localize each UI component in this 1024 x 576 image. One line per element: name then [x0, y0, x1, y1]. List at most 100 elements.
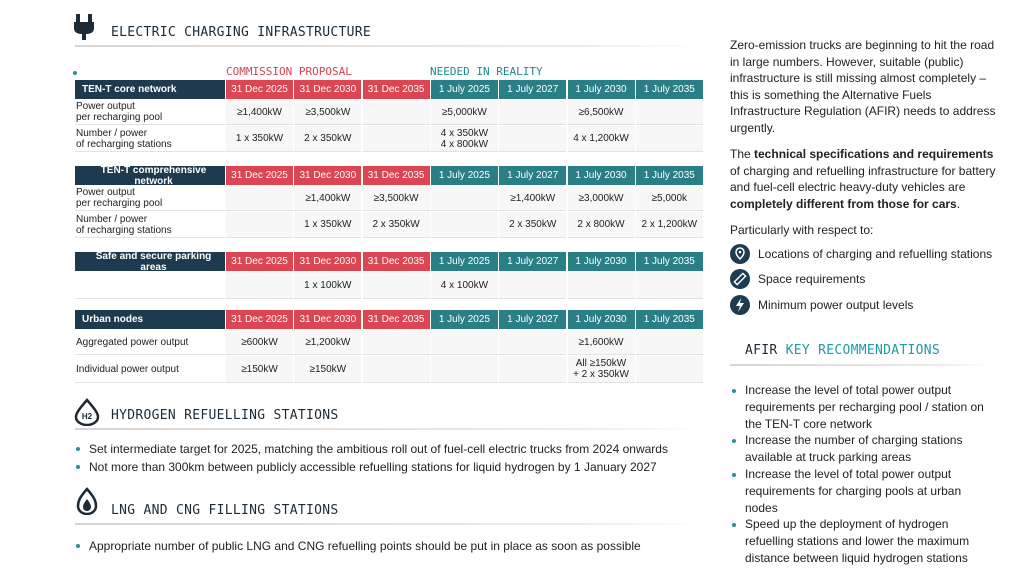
- date-header: 31 Dec 2030: [294, 166, 362, 185]
- table-cell: 2 x 350kW: [362, 212, 430, 238]
- date-header: 31 Dec 2035: [362, 80, 430, 99]
- respect-item: Locations of charging and refuelling sta…: [730, 244, 992, 264]
- date-header: 1 July 2030: [567, 252, 635, 271]
- bullet-list: Set intermediate target for 2025, matchi…: [75, 440, 715, 476]
- table-cell: ≥3,500kW: [362, 186, 430, 211]
- svg-text:H2: H2: [82, 412, 93, 421]
- table-cell: ≥5,000k: [635, 186, 703, 211]
- table-cell: 2 x 1,200kW: [635, 212, 703, 238]
- table-cell: [226, 186, 293, 211]
- intro-text: Zero-emission trucks are beginning to hi…: [730, 38, 996, 135]
- bullet: Increase the level of total power output…: [731, 382, 993, 432]
- table-cell: ≥1,400kW: [499, 186, 567, 211]
- bullet: Not more than 300km between publicly acc…: [75, 458, 715, 476]
- date-header: 1 July 2030: [567, 310, 635, 329]
- respect-text: Minimum power output levels: [758, 298, 914, 312]
- rule: [75, 428, 705, 430]
- dot: [73, 71, 77, 75]
- table-cell: ≥150kW: [226, 356, 293, 383]
- table-cell: 2 x 350kW: [294, 126, 362, 152]
- table-cell: ≥3,500kW: [294, 100, 362, 125]
- table-cell: [226, 212, 293, 238]
- respect-text: Locations of charging and refuelling sta…: [758, 247, 993, 261]
- bullet-list: Appropriate number of public LNG and CNG…: [75, 537, 715, 555]
- plug-icon: [74, 14, 94, 40]
- location-icon: [730, 244, 750, 264]
- specs-text: The technical specifications and require…: [730, 146, 1002, 212]
- section-title: HYDROGEN REFUELLING STATIONS: [111, 408, 339, 423]
- bold-text: technical specifications and requirement…: [754, 147, 994, 161]
- bullet: Speed up the deployment of hydrogen refu…: [731, 516, 993, 566]
- table-cell: ≥150kW: [294, 356, 362, 383]
- row-label: [75, 272, 225, 299]
- date-header: 1 July 2025: [430, 310, 498, 329]
- table-cell: 2 x 800kW: [567, 212, 635, 238]
- table-cell: [635, 126, 703, 152]
- row-label: Number / power of recharging stations: [75, 126, 225, 152]
- table-cell: [635, 100, 703, 125]
- bolt-icon: [730, 295, 750, 315]
- respect-item: Space requirements: [730, 269, 865, 289]
- date-header: 1 July 2035: [635, 310, 703, 329]
- date-header: 1 July 2035: [635, 252, 703, 271]
- date-header: 31 Dec 2030: [294, 252, 362, 271]
- rule: [730, 364, 992, 366]
- table-cell: ≥600kW: [226, 330, 293, 355]
- date-header: 31 Dec 2035: [362, 252, 430, 271]
- date-header: 1 July 2027: [499, 80, 567, 99]
- table-cell: ≥3,000kW: [567, 186, 635, 211]
- recommendations-title: AFIR KEY RECOMMENDATIONS: [745, 343, 940, 358]
- date-header: 31 Dec 2025: [226, 310, 293, 329]
- table-cell: [635, 330, 703, 355]
- date-header: 1 July 2035: [635, 80, 703, 99]
- table-cell: 4 x 350kW 4 x 800kW: [430, 126, 498, 152]
- bold-text: completely different from those for cars: [730, 196, 957, 211]
- table-cell: [226, 272, 293, 299]
- ruler-icon: [730, 269, 750, 289]
- table-cell: ≥1,600kW: [567, 330, 635, 355]
- table-cell: [362, 100, 430, 125]
- table-cell: [430, 330, 498, 355]
- date-header: 1 July 2027: [499, 252, 567, 271]
- group-label: COMMISSION PROPOSAL: [226, 65, 352, 78]
- date-header: 1 July 2027: [499, 166, 567, 185]
- table-cell: [635, 356, 703, 383]
- table-cell: 1 x 350kW: [294, 212, 362, 238]
- row-label: Aggregated power output: [75, 330, 225, 355]
- table-cell: [362, 356, 430, 383]
- table-cell: [430, 356, 498, 383]
- table-cell: [362, 272, 430, 299]
- title-part: KEY RECOMMENDATIONS: [785, 343, 941, 358]
- row-header: TEN-T comprehensive network: [75, 165, 225, 187]
- date-header: 1 July 2025: [430, 166, 498, 185]
- date-header: 1 July 2027: [499, 310, 567, 329]
- table-cell: 2 x 350kW: [499, 212, 567, 238]
- row-header: TEN-T core network: [75, 80, 225, 99]
- table-cell: [567, 272, 635, 299]
- respect-intro: Particularly with respect to:: [730, 223, 874, 237]
- table-cell: [499, 100, 567, 125]
- date-header: 1 July 2025: [430, 252, 498, 271]
- rule: [75, 45, 705, 47]
- table-cell: [430, 212, 498, 238]
- section-title: LNG AND CNG FILLING STATIONS: [111, 503, 339, 518]
- table-cell: ≥1,400kW: [226, 100, 293, 125]
- date-header: 31 Dec 2035: [362, 310, 430, 329]
- bullet: Set intermediate target for 2025, matchi…: [75, 440, 715, 458]
- table-cell: 1 x 100kW: [294, 272, 362, 299]
- table-cell: 4 x 1,200kW: [567, 126, 635, 152]
- section-title: ELECTRIC CHARGING INFRASTRUCTURE: [111, 25, 372, 40]
- date-header: 1 July 2025: [430, 80, 498, 99]
- bullet: Increase the level of total power output…: [731, 466, 993, 516]
- row-label: Individual power output: [75, 356, 225, 383]
- row-header: Urban nodes: [75, 310, 225, 329]
- date-header: 31 Dec 2030: [294, 310, 362, 329]
- table-cell: ≥5,000kW: [430, 100, 498, 125]
- row-header: Safe and secure parking areas: [75, 251, 225, 273]
- table-cell: 1 x 350kW: [226, 126, 293, 152]
- group-label: NEEDED IN REALITY: [430, 65, 543, 78]
- table-cell: [499, 126, 567, 152]
- date-header: 1 July 2030: [567, 80, 635, 99]
- date-header: 31 Dec 2035: [362, 166, 430, 185]
